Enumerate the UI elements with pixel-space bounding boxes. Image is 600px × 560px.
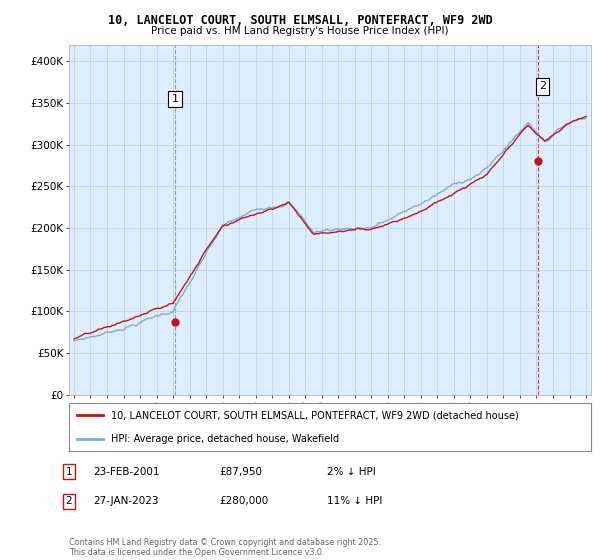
Text: 27-JAN-2023: 27-JAN-2023: [93, 496, 158, 506]
Text: 10, LANCELOT COURT, SOUTH ELMSALL, PONTEFRACT, WF9 2WD (detached house): 10, LANCELOT COURT, SOUTH ELMSALL, PONTE…: [111, 410, 518, 420]
Text: 2: 2: [65, 496, 73, 506]
Text: 2: 2: [539, 81, 546, 91]
Text: 1: 1: [172, 94, 179, 104]
Text: 23-FEB-2001: 23-FEB-2001: [93, 466, 160, 477]
Text: £280,000: £280,000: [219, 496, 268, 506]
Text: 11% ↓ HPI: 11% ↓ HPI: [327, 496, 382, 506]
Text: 1: 1: [65, 466, 73, 477]
Text: Contains HM Land Registry data © Crown copyright and database right 2025.
This d: Contains HM Land Registry data © Crown c…: [69, 538, 381, 557]
Text: £87,950: £87,950: [219, 466, 262, 477]
Text: 10, LANCELOT COURT, SOUTH ELMSALL, PONTEFRACT, WF9 2WD: 10, LANCELOT COURT, SOUTH ELMSALL, PONTE…: [107, 14, 493, 27]
Text: HPI: Average price, detached house, Wakefield: HPI: Average price, detached house, Wake…: [111, 434, 339, 444]
Text: 2% ↓ HPI: 2% ↓ HPI: [327, 466, 376, 477]
Text: Price paid vs. HM Land Registry's House Price Index (HPI): Price paid vs. HM Land Registry's House …: [151, 26, 449, 36]
